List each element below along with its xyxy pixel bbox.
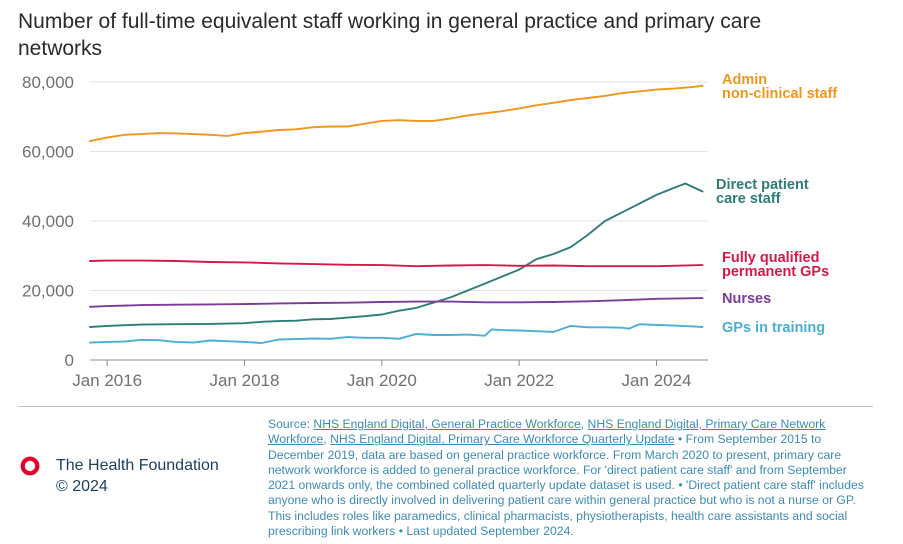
organisation-name: The Health Foundation xyxy=(56,457,219,474)
chart-title: Number of full-time equivalent staff wor… xyxy=(18,10,762,60)
grid-lines xyxy=(90,81,708,361)
health-foundation-logo-icon xyxy=(20,456,40,476)
series-label-nurses: Nurses xyxy=(722,291,771,307)
y-tick-label: 0 xyxy=(65,351,74,370)
x-tick-label: Jan 2020 xyxy=(347,371,417,390)
x-tick-label: Jan 2018 xyxy=(210,371,280,390)
series-line-admin-non-clinical-staff xyxy=(89,84,704,143)
y-tick-label: 80,000 xyxy=(22,73,74,92)
source-link-pcn-workforce[interactable]: NHS England Digital, Primary Care Networ… xyxy=(268,417,826,447)
source-note: Source: NHS England Digital, General Pra… xyxy=(268,417,864,539)
series-labels: Admin non-clinical staff Direct patient car… xyxy=(716,72,837,336)
y-tick-label: 20,000 xyxy=(22,282,74,301)
series-label-direct-patient-care-staff: Direct patient care staff xyxy=(716,177,809,207)
y-tick-label: 60,000 xyxy=(22,143,74,162)
source-link-quarterly-update[interactable]: NHS England Digital, Primary Care Workfo… xyxy=(330,432,675,447)
source-prefix: Source: xyxy=(268,417,314,431)
x-tick-label: Jan 2024 xyxy=(622,371,692,390)
series-label-gps-in-training: GPs in training xyxy=(722,320,825,336)
x-axis: Jan 2016 Jan 2018 Jan 2020 Jan 2022 Jan 2024 xyxy=(72,360,691,390)
x-tick-label: Jan 2016 xyxy=(72,371,142,390)
x-tick-label: Jan 2022 xyxy=(484,371,554,390)
series-line-fully-qualified-permanent-gps xyxy=(89,259,704,268)
copyright: © 2024 xyxy=(56,478,108,495)
footer-divider xyxy=(18,406,873,407)
series-label-fully-qualified-permanent-gps: Fully qualified permanent GPs xyxy=(722,250,829,280)
source-notes-text: • From September 2015 to December 2019, … xyxy=(268,432,864,539)
source-link-general-practice-workforce[interactable]: NHS England Digital, General Practice Wo… xyxy=(313,417,581,431)
series-line-nurses xyxy=(89,297,704,308)
series-label-admin-non-clinical-staff: Admin non-clinical staff xyxy=(722,72,837,102)
y-axis: 0 20,000 40,000 60,000 80,000 xyxy=(22,73,74,370)
organisation: The Health Foundation © 2024 xyxy=(56,455,219,497)
series-lines xyxy=(89,84,704,344)
series-line-gps-in-training xyxy=(89,323,704,344)
y-tick-label: 40,000 xyxy=(22,212,74,231)
series-line-direct-patient-care-staff xyxy=(89,182,704,328)
